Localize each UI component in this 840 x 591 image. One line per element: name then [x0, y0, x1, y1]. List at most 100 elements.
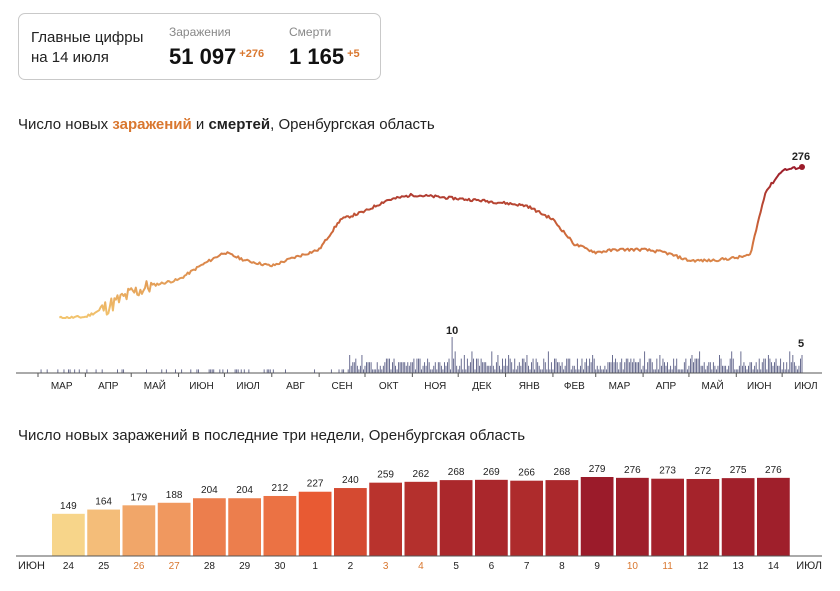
death-bar: [641, 369, 643, 373]
death-bar: [175, 369, 176, 373]
death-bar: [517, 365, 519, 373]
death-bar: [395, 365, 397, 373]
death-bar: [564, 365, 566, 373]
death-bar: [665, 365, 667, 373]
death-bar: [780, 358, 782, 373]
chart1-title-suffix: , Оренбургская область: [270, 116, 435, 133]
x-tick-label: ИЮН: [189, 381, 214, 392]
death-bar: [680, 369, 682, 373]
death-bar: [662, 358, 664, 373]
death-bar: [697, 358, 699, 373]
death-bar: [208, 369, 210, 373]
month-label-end: ИЮЛ: [796, 560, 822, 572]
death-bar: [181, 369, 183, 373]
death-bar: [349, 355, 351, 373]
death-bar: [266, 369, 268, 373]
death-bar: [190, 369, 192, 373]
day-label: 24: [63, 561, 75, 572]
x-tick-label: ДЕК: [472, 381, 491, 392]
death-bar: [616, 362, 618, 373]
death-bar: [664, 362, 665, 373]
death-bar: [619, 362, 621, 373]
bar-value-label: 272: [695, 466, 712, 477]
death-bar: [579, 365, 581, 373]
day-label: 12: [697, 561, 709, 572]
day-bar: [686, 478, 720, 556]
death-bar: [683, 362, 685, 373]
death-bar: [402, 362, 404, 373]
death-bar: [790, 362, 792, 373]
death-bar: [343, 369, 345, 373]
death-bar: [488, 365, 490, 373]
death-bar: [69, 369, 71, 373]
death-bar: [378, 369, 380, 373]
death-bar: [540, 369, 542, 373]
death-bar: [712, 362, 714, 373]
death-bar: [615, 358, 617, 373]
death-bar: [240, 369, 242, 373]
day-bar: [616, 477, 649, 556]
death-bar: [741, 365, 743, 373]
day-bar: [52, 513, 85, 556]
death-bar: [407, 362, 409, 373]
death-bar: [567, 358, 569, 373]
three-weeks-bar-chart: 149 164 179 188 204 204 212 227 240 259 262 268 269 2…: [16, 464, 822, 572]
death-bar: [743, 362, 745, 373]
death-bar: [745, 365, 746, 373]
death-bar: [699, 351, 701, 373]
death-bar: [482, 362, 484, 373]
day-labels: 24 25 26 27 28 29 30 1 2 3 4 5 6 7 8 9 10 11 12 13 14: [63, 561, 780, 572]
death-bar: [563, 369, 565, 373]
death-bar: [552, 369, 554, 373]
death-bar: [431, 369, 433, 373]
death-bar: [653, 369, 655, 373]
death-bar: [651, 362, 653, 373]
death-bar: [622, 369, 624, 373]
death-bar: [393, 358, 395, 373]
death-bar: [602, 369, 604, 373]
death-bar: [526, 355, 528, 373]
death-bar: [694, 358, 696, 373]
death-bar: [543, 358, 545, 373]
death-bar: [693, 362, 694, 373]
death-bar: [234, 369, 236, 373]
bar-value-label: 273: [659, 466, 676, 477]
death-bar: [269, 369, 271, 373]
x-tick-label: АПР: [656, 381, 677, 392]
death-bar: [715, 369, 717, 373]
death-bar: [650, 358, 652, 373]
death-bar: [405, 365, 407, 373]
death-bar: [758, 358, 760, 373]
death-bar: [428, 362, 430, 373]
x-tick-label: ФЕВ: [564, 381, 585, 392]
death-bar: [541, 369, 543, 373]
death-bar: [528, 365, 529, 373]
death-bar: [537, 362, 539, 373]
death-bar: [711, 369, 713, 373]
death-bar: [57, 369, 59, 373]
death-bar: [422, 365, 424, 373]
death-bar: [414, 369, 416, 373]
death-bar: [722, 365, 723, 373]
death-bar: [793, 362, 795, 373]
death-bar: [454, 351, 456, 373]
death-bar: [410, 362, 412, 373]
death-bar: [459, 365, 461, 373]
death-bar: [566, 358, 568, 373]
death-bar: [628, 362, 630, 373]
death-bar: [728, 365, 730, 373]
death-bar: [390, 369, 392, 373]
death-bar: [373, 369, 375, 373]
death-bar: [719, 355, 720, 373]
death-bar: [676, 358, 678, 373]
x-tick-label: ИЮЛ: [794, 381, 817, 392]
death-bar: [425, 365, 427, 373]
bar-value-label: 276: [624, 465, 641, 476]
death-bar: [440, 365, 442, 373]
death-bar: [369, 362, 371, 373]
death-bar: [483, 362, 485, 373]
death-bar: [755, 362, 757, 373]
death-bar: [476, 358, 477, 373]
death-bar: [411, 362, 413, 373]
x-tick-labels: МАР АПР МАЙ ИЮН ИЮЛ АВГ СЕН ОКТ НОЯ ДЕК ЯНВ ФЕВ МАР А…: [51, 379, 818, 392]
